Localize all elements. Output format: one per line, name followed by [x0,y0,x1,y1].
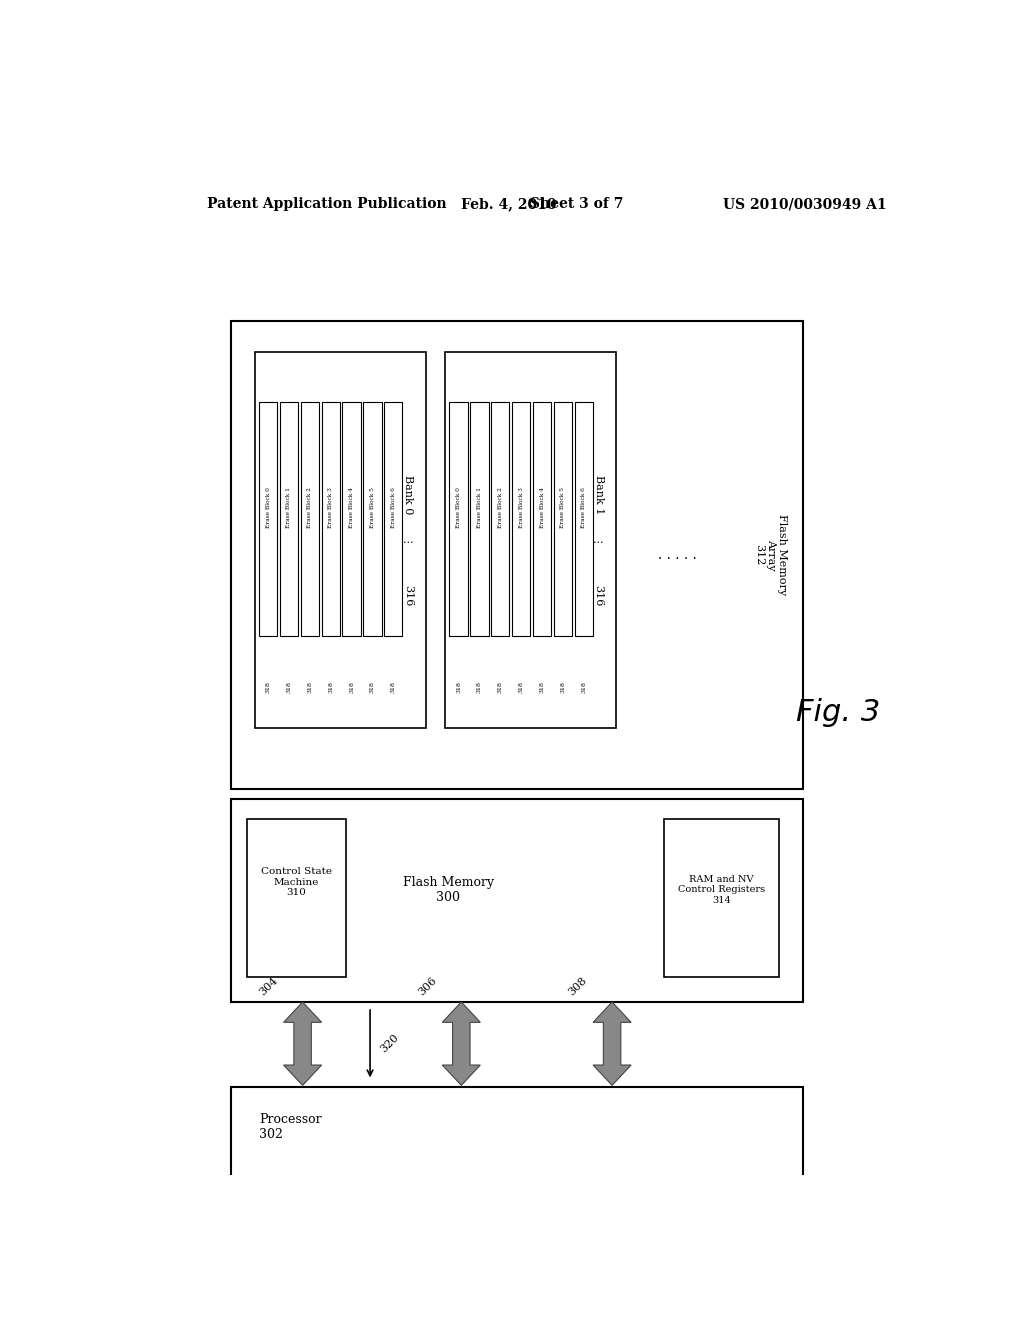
FancyBboxPatch shape [364,403,382,636]
Polygon shape [593,1002,631,1085]
FancyBboxPatch shape [492,403,510,636]
Text: Processor
302: Processor 302 [259,1113,322,1140]
FancyBboxPatch shape [532,403,551,636]
Text: Erase Block 1: Erase Block 1 [287,487,292,528]
Polygon shape [442,1002,480,1085]
FancyBboxPatch shape [301,403,319,636]
Text: 318: 318 [582,681,586,693]
Text: Erase Block 6: Erase Block 6 [391,487,395,528]
Text: US 2010/0030949 A1: US 2010/0030949 A1 [723,197,887,211]
Text: Erase Block 0: Erase Block 0 [265,487,270,528]
FancyBboxPatch shape [554,403,572,636]
Text: Erase Block 3: Erase Block 3 [329,487,333,528]
Text: 318: 318 [349,681,354,693]
Text: 318: 318 [560,681,565,693]
FancyBboxPatch shape [231,1088,803,1250]
Text: 318: 318 [370,681,375,693]
Text: 318: 318 [307,681,312,693]
Text: 308: 308 [567,974,589,997]
Text: Erase Block 2: Erase Block 2 [498,487,503,528]
FancyBboxPatch shape [231,321,803,788]
FancyBboxPatch shape [259,403,278,636]
Text: Erase Block 1: Erase Block 1 [477,487,482,528]
Text: Erase Block 6: Erase Block 6 [582,487,586,528]
Text: Erase Block 4: Erase Block 4 [540,487,545,528]
Text: Erase Block 0: Erase Block 0 [456,487,461,528]
Text: 318: 318 [329,681,333,693]
Text: Control State
Machine
310: Control State Machine 310 [261,867,332,898]
Text: 318: 318 [391,681,395,693]
Text: Feb. 4, 2010: Feb. 4, 2010 [461,197,557,211]
FancyBboxPatch shape [247,818,346,977]
FancyBboxPatch shape [384,403,402,636]
FancyBboxPatch shape [664,818,779,977]
Text: 316: 316 [403,585,413,607]
FancyBboxPatch shape [280,403,298,636]
Text: 318: 318 [519,681,523,693]
Text: 318: 318 [498,681,503,693]
Text: 318: 318 [456,681,461,693]
Text: Erase Block 4: Erase Block 4 [349,487,354,528]
Text: RAM and NV
Control Registers
314: RAM and NV Control Registers 314 [678,875,765,904]
Text: Bank 0: Bank 0 [403,475,413,513]
FancyBboxPatch shape [445,351,616,727]
FancyBboxPatch shape [512,403,530,636]
Text: Bank 1: Bank 1 [594,475,603,513]
Text: Erase Block 3: Erase Block 3 [519,487,523,528]
FancyBboxPatch shape [450,403,468,636]
FancyBboxPatch shape [574,403,593,636]
FancyBboxPatch shape [231,799,803,1002]
Text: 316: 316 [594,585,603,607]
Text: 318: 318 [287,681,292,693]
Text: Flash Memory
Array
312: Flash Memory Array 312 [755,515,787,595]
Polygon shape [284,1002,322,1085]
FancyBboxPatch shape [470,403,488,636]
Text: 304: 304 [257,974,280,997]
FancyBboxPatch shape [255,351,426,727]
Text: Patent Application Publication: Patent Application Publication [207,197,447,211]
Text: Sheet 3 of 7: Sheet 3 of 7 [529,197,623,211]
Text: 318: 318 [540,681,545,693]
Text: Erase Block 2: Erase Block 2 [307,487,312,528]
Text: 318: 318 [477,681,482,693]
Text: Erase Block 5: Erase Block 5 [560,487,565,528]
Text: Erase Block 5: Erase Block 5 [370,487,375,528]
Text: ...: ... [402,535,414,545]
Text: 320: 320 [378,1032,400,1055]
FancyBboxPatch shape [322,403,340,636]
Text: 318: 318 [265,681,270,693]
Text: ...: ... [593,535,604,545]
Text: Flash Memory
300: Flash Memory 300 [402,876,494,904]
FancyBboxPatch shape [342,403,360,636]
Text: 306: 306 [416,974,438,997]
Text: . . . . .: . . . . . [658,548,697,562]
Text: Fig. 3: Fig. 3 [796,698,881,727]
